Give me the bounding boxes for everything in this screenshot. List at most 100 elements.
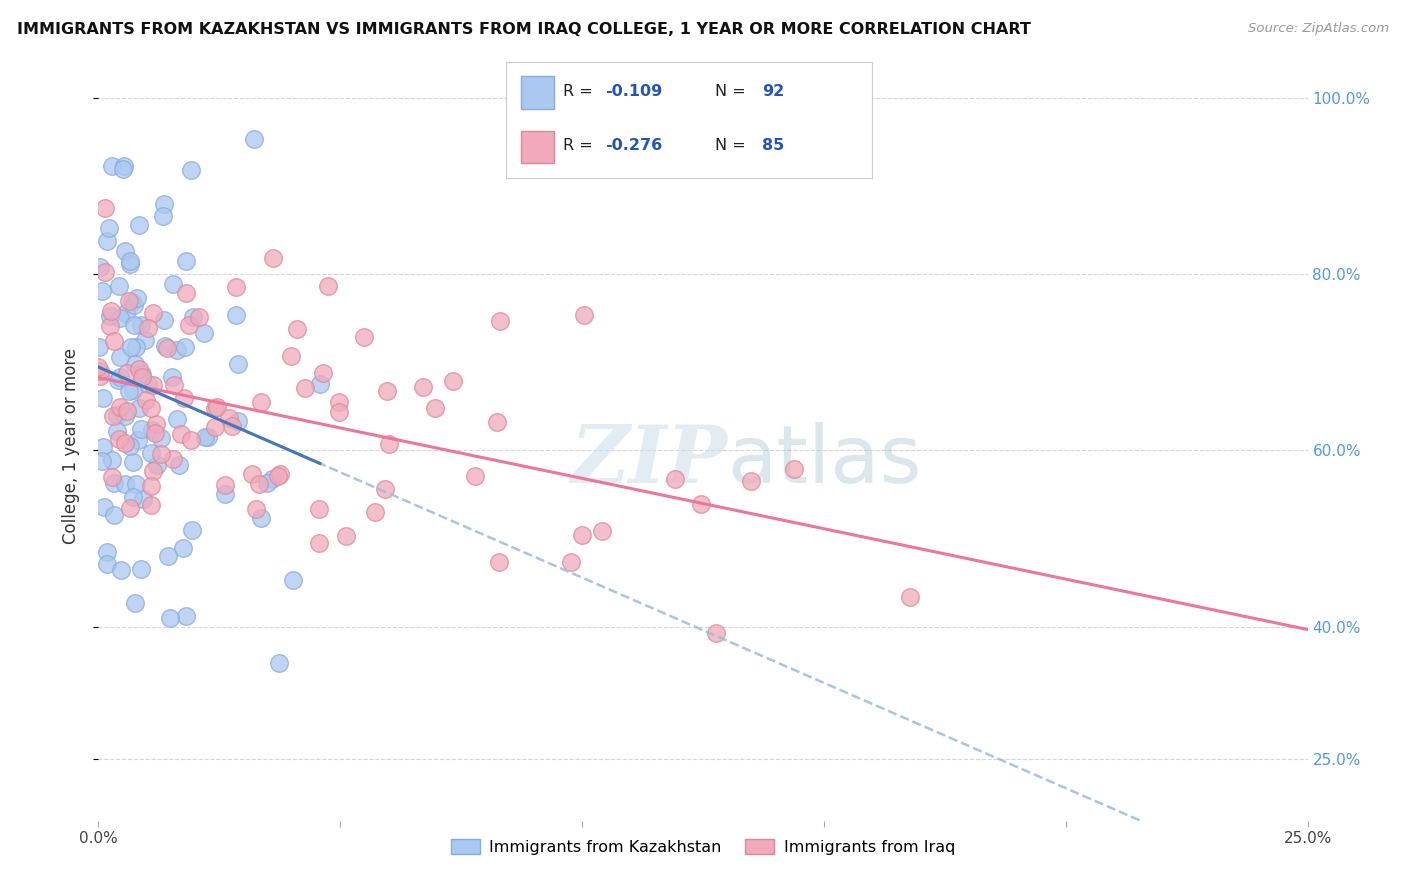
Point [145,417,167,432]
Point [120,340,142,354]
Text: -0.109: -0.109 [605,84,662,99]
Point [374,482,396,496]
Point [122,455,145,469]
Point [136,321,159,335]
Point [153,339,176,353]
Point [131,369,153,384]
Point [214,478,236,492]
Point [91,284,114,298]
Point [90,454,112,468]
Point [128,362,150,376]
Point [318,279,340,293]
Point [139,498,162,512]
Point [93,265,115,279]
Point [143,425,166,440]
Point [204,401,226,415]
Point [364,505,387,519]
Point [247,476,270,491]
Y-axis label: College, 1 year or more: College, 1 year or more [62,348,80,544]
Point [269,467,291,482]
Point [221,419,243,434]
Point [149,431,172,445]
Point [103,334,125,348]
Point [263,251,285,265]
Point [108,311,131,326]
Point [898,590,921,604]
Point [174,608,197,623]
Point [218,411,240,425]
Point [156,549,179,564]
Text: IMMIGRANTS FROM KAZAKHSTAN VS IMMIGRANTS FROM IRAQ COLLEGE, 1 YEAR OR MORE CORRE: IMMIGRANTS FROM KAZAKHSTAN VS IMMIGRANTS… [17,22,1031,37]
Point [110,563,132,577]
Point [111,162,134,177]
Point [152,209,174,223]
Point [250,510,273,524]
Point [103,476,125,491]
Point [740,474,762,488]
Point [572,308,595,322]
Point [114,436,136,450]
Point [197,430,219,444]
Point [118,384,141,398]
Point [98,319,121,334]
Point [377,384,399,399]
Point [112,159,135,173]
Point [205,400,228,414]
Point [131,561,153,575]
Point [101,470,124,484]
Point [560,555,582,569]
Point [142,464,165,478]
Point [110,350,132,364]
Point [163,377,186,392]
Point [89,364,111,378]
Point [142,377,165,392]
Point [125,340,148,354]
Text: R =: R = [562,138,598,153]
Point [124,477,146,491]
Point [118,439,141,453]
Point [256,475,278,490]
Point [127,433,149,447]
Point [188,310,211,324]
Point [464,468,486,483]
Point [180,163,202,178]
Point [328,404,350,418]
Point [110,400,132,414]
Text: R =: R = [562,84,598,99]
Point [311,366,333,380]
Text: N =: N = [714,138,751,153]
Point [177,318,200,333]
Point [166,411,188,425]
Point [214,486,236,500]
Point [174,253,197,268]
Point [131,318,153,333]
Point [441,374,464,388]
Point [105,424,128,438]
Point [122,490,145,504]
Text: 85: 85 [762,138,785,153]
Point [108,370,131,384]
Point [225,309,247,323]
Point [152,312,174,326]
Point [308,501,330,516]
Point [267,656,290,670]
Point [156,341,179,355]
Point [91,391,114,405]
Point [181,524,204,538]
Point [180,433,202,447]
Point [122,383,145,397]
Point [107,432,129,446]
Point [571,528,593,542]
Point [591,524,613,538]
Point [139,478,162,492]
Point [262,472,284,486]
Point [159,611,181,625]
Text: 92: 92 [762,84,785,99]
Point [114,244,136,258]
Point [704,625,727,640]
Point [166,343,188,358]
Point [115,306,138,320]
Point [93,500,115,514]
Point [240,467,263,481]
Point [135,392,157,407]
